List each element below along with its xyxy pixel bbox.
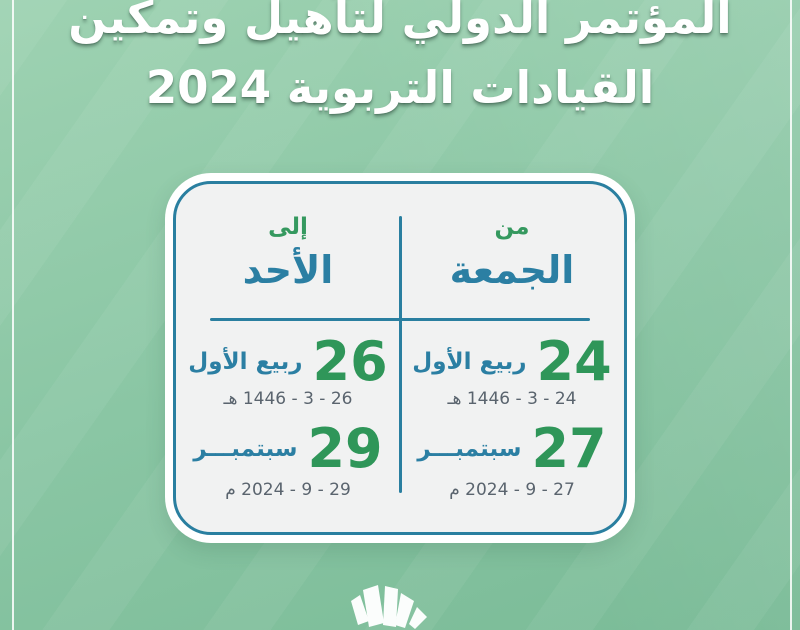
from-column: من الجمعة 24 ربيع الأول 24 - 3 - 1446 هـ…	[400, 184, 624, 532]
to-gregorian-day-number: 29	[307, 417, 383, 480]
from-day-name: الجمعة	[449, 248, 575, 292]
to-column: إلى الأحد 26 ربيع الأول 26 - 3 - 1446 هـ…	[176, 184, 400, 532]
frame-line-left	[12, 0, 14, 630]
title-line-1: المؤتمر الدولي لتآهيل وتمكين	[68, 0, 732, 44]
from-gregorian-month-label: سبتمبـــر	[417, 436, 522, 462]
vertical-divider	[398, 216, 402, 493]
horizontal-divider	[210, 318, 590, 321]
to-hijri-month-label: ربيع الأول	[188, 349, 303, 375]
to-gregorian-month-label: سبتمبـــر	[193, 436, 298, 462]
from-gregorian-row: 27 سبتمبـــر	[400, 421, 624, 477]
title-line-2: القيادات التربوية 2024	[145, 61, 655, 114]
to-hijri-row: 26 ربيع الأول	[176, 334, 400, 390]
to-hijri-day-number: 26	[312, 330, 388, 393]
dates-card-inner: من الجمعة 24 ربيع الأول 24 - 3 - 1446 هـ…	[173, 181, 627, 535]
to-gregorian-row: 29 سبتمبـــر	[176, 421, 400, 477]
from-gregorian-full-date: 27 - 9 - 2024 م	[449, 480, 575, 500]
from-label: من	[494, 214, 530, 240]
from-hijri-full-date: 24 - 3 - 1446 هـ	[447, 389, 577, 409]
page-title: المؤتمر الدولي لتآهيل وتمكين القيادات ال…	[0, 0, 800, 120]
from-hijri-month-label: ربيع الأول	[412, 349, 527, 375]
to-hijri-full-date: 26 - 3 - 1446 هـ	[223, 389, 353, 409]
from-hijri-row: 24 ربيع الأول	[400, 334, 624, 390]
to-label: إلى	[268, 214, 308, 240]
dates-card: من الجمعة 24 ربيع الأول 24 - 3 - 1446 هـ…	[165, 173, 635, 543]
to-day-name: الأحد	[242, 248, 334, 292]
to-gregorian-full-date: 29 - 9 - 2024 م	[225, 480, 351, 500]
from-gregorian-day-number: 27	[531, 417, 607, 480]
frame-line-right	[790, 0, 792, 630]
from-hijri-day-number: 24	[536, 330, 612, 393]
palm-emblem-icon	[351, 585, 427, 629]
